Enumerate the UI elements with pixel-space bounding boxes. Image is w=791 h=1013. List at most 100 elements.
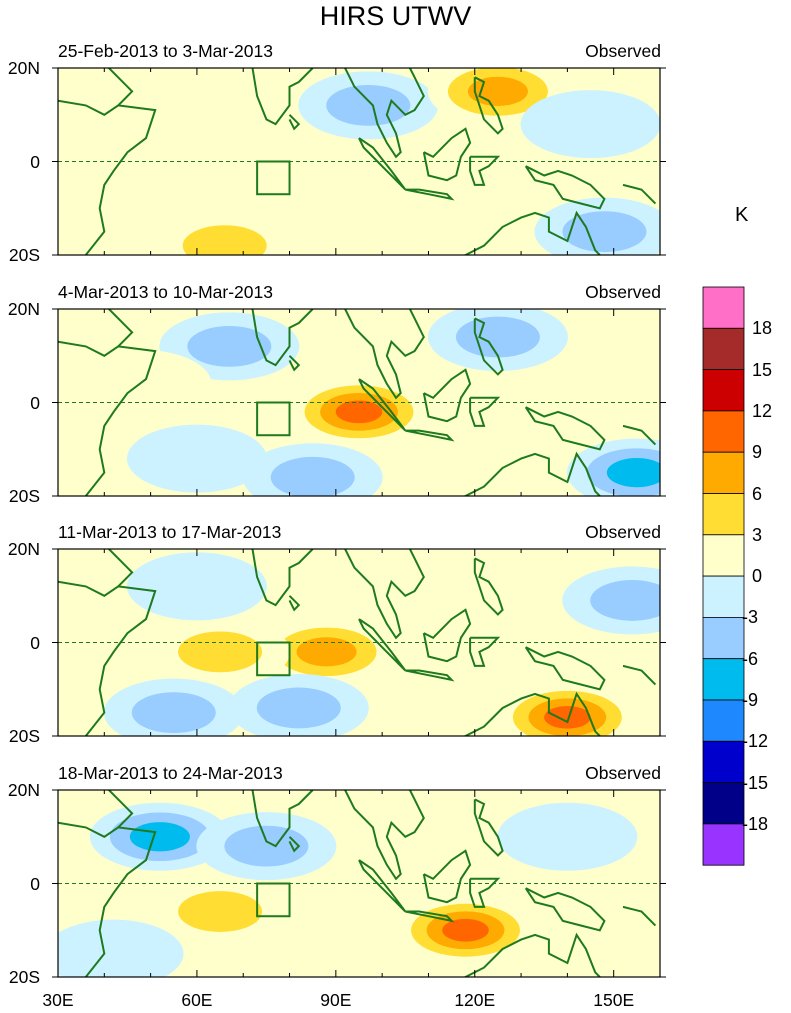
anomaly-contour (187, 326, 272, 367)
panel-observed-label: Observed (585, 763, 661, 783)
coastline (251, 790, 314, 848)
anomaly-contour (182, 225, 267, 255)
y-tick-label: 20S (8, 967, 40, 987)
coastline (108, 790, 134, 829)
anomaly-contour (129, 822, 190, 852)
y-tick-label: 20S (8, 486, 40, 506)
coastline (473, 557, 504, 616)
coastline (358, 137, 407, 191)
colorbar-label: 15 (752, 359, 773, 380)
coastline (344, 549, 425, 640)
coastline (463, 451, 601, 496)
anomaly-contour (126, 424, 267, 493)
index-region-box (256, 401, 291, 437)
colorbar-swatch (702, 286, 745, 329)
y-tick-label: 0 (30, 873, 40, 894)
colorbar-label: -3 (742, 607, 759, 628)
colorbar-label: 18 (752, 318, 773, 339)
colorbar-swatch (702, 493, 745, 536)
coastline (422, 849, 472, 904)
coastline (58, 99, 157, 255)
coastline (108, 309, 134, 348)
coastline (251, 309, 314, 367)
coastline (622, 183, 657, 205)
coastline (622, 424, 657, 446)
y-tick-label: 20S (8, 245, 40, 265)
coastline (405, 910, 455, 923)
coastline (524, 887, 606, 932)
colorbar-label: 9 (752, 442, 763, 463)
anomaly-contour (590, 580, 660, 621)
coastline (288, 595, 301, 612)
colorbar-label: -6 (742, 648, 759, 669)
x-tick-label: 60E (181, 990, 213, 1010)
colorbar-swatch (702, 658, 745, 701)
map-panel-2 (52, 308, 666, 497)
anomaly-contour (178, 631, 263, 673)
colorbar-label: -9 (742, 690, 759, 710)
coastline (422, 608, 472, 663)
coastline (524, 646, 606, 691)
panel-period-label: 4-Mar-2013 to 10-Mar-2013 (58, 282, 273, 302)
anomaly-contour (256, 687, 341, 729)
map-panel-3 (52, 548, 666, 737)
y-tick-label: 20N (7, 780, 40, 800)
coastline (58, 340, 157, 496)
coastline (251, 68, 314, 126)
anomaly-contour (497, 802, 638, 871)
coastline (344, 790, 425, 881)
anomaly-contour (256, 174, 397, 243)
coastline (469, 877, 501, 908)
colorbar-label: 0 (752, 566, 763, 587)
coastline (524, 406, 606, 451)
coastline (405, 429, 455, 442)
colorbar-swatch (702, 451, 745, 494)
colorbar-label: 12 (752, 400, 773, 421)
coastline (58, 821, 157, 977)
anomaly-contour (131, 692, 216, 734)
panel-observed-label: Observed (585, 41, 661, 61)
coastline (463, 691, 601, 736)
colorbar-swatch (702, 617, 745, 660)
coastline (473, 76, 504, 135)
anomaly-contour (442, 918, 489, 942)
coastline (344, 309, 425, 400)
anomaly-contour (178, 891, 263, 932)
anomaly-contour (544, 705, 591, 729)
panel-period-label: 25-Feb-2013 to 3-Mar-2013 (58, 41, 273, 61)
figure-title: HIRS UTWV (319, 1, 472, 31)
coastline (344, 68, 425, 159)
coastline (405, 188, 455, 201)
coastline (405, 669, 455, 682)
colorbar-swatch (702, 534, 745, 577)
index-region-box (256, 641, 291, 677)
coastline (58, 580, 157, 736)
panel-observed-label: Observed (585, 522, 661, 542)
y-tick-label: 20N (7, 539, 40, 559)
anomaly-contour (58, 150, 142, 219)
coastline (473, 798, 504, 857)
anomaly-contour (126, 552, 267, 621)
colorbar-swatch (702, 740, 745, 783)
index-region-box (256, 160, 291, 196)
y-tick-label: 20N (7, 58, 40, 78)
coastline (422, 368, 472, 423)
anomaly-contour (58, 80, 175, 149)
x-tick-label: 90E (320, 990, 352, 1010)
colorbar-swatch (702, 699, 745, 742)
anomaly-contour (467, 76, 528, 106)
map-panel-1 (52, 67, 666, 256)
index-region-box (256, 882, 291, 918)
colorbar-label: -18 (742, 813, 769, 834)
coastline (524, 165, 606, 210)
y-tick-label: 0 (30, 632, 40, 653)
colorbar-label: 3 (752, 524, 763, 545)
y-tick-label: 0 (30, 151, 40, 172)
colorbar-swatch (702, 410, 745, 453)
panel-observed-label: Observed (585, 282, 661, 302)
coastline (469, 396, 501, 427)
y-tick-label: 20S (8, 726, 40, 746)
colorbar-swatch (702, 823, 745, 866)
coastline (288, 114, 301, 131)
